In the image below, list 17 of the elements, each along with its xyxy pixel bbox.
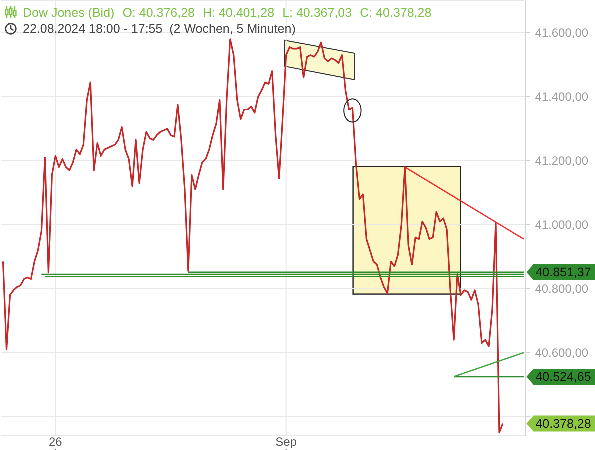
annotation: O: 40.376,28 <box>122 6 195 20</box>
y-tick-label: 40.600,00 <box>535 346 589 360</box>
data-label: 40.524,65 <box>536 370 592 384</box>
text: 22.08.2024 18:00 - 17:55 (2 Wochen, 5 Minuten) <box>23 22 296 36</box>
y-tick-label: 41.400,00 <box>535 90 589 104</box>
y-tick-label: 41.000,00 <box>535 218 589 232</box>
data-label: 40.851,37 <box>536 265 592 280</box>
y-tick-label: 40.800,00 <box>535 282 589 296</box>
x-tick-label: 26 <box>48 435 63 449</box>
annotation: L: 40.367,03 <box>282 6 352 20</box>
y-tick-label: 41.200,00 <box>535 154 589 168</box>
x-tick-label: Sep <box>276 435 298 449</box>
annotation: C: 40.378,28 <box>360 6 432 20</box>
annotation: H: 40.401,28 <box>202 6 275 20</box>
chart-title: Dow Jones (Bid) <box>23 6 115 20</box>
text: 40.378,28 <box>536 416 592 431</box>
y-tick-label: 41.600,00 <box>535 26 589 40</box>
